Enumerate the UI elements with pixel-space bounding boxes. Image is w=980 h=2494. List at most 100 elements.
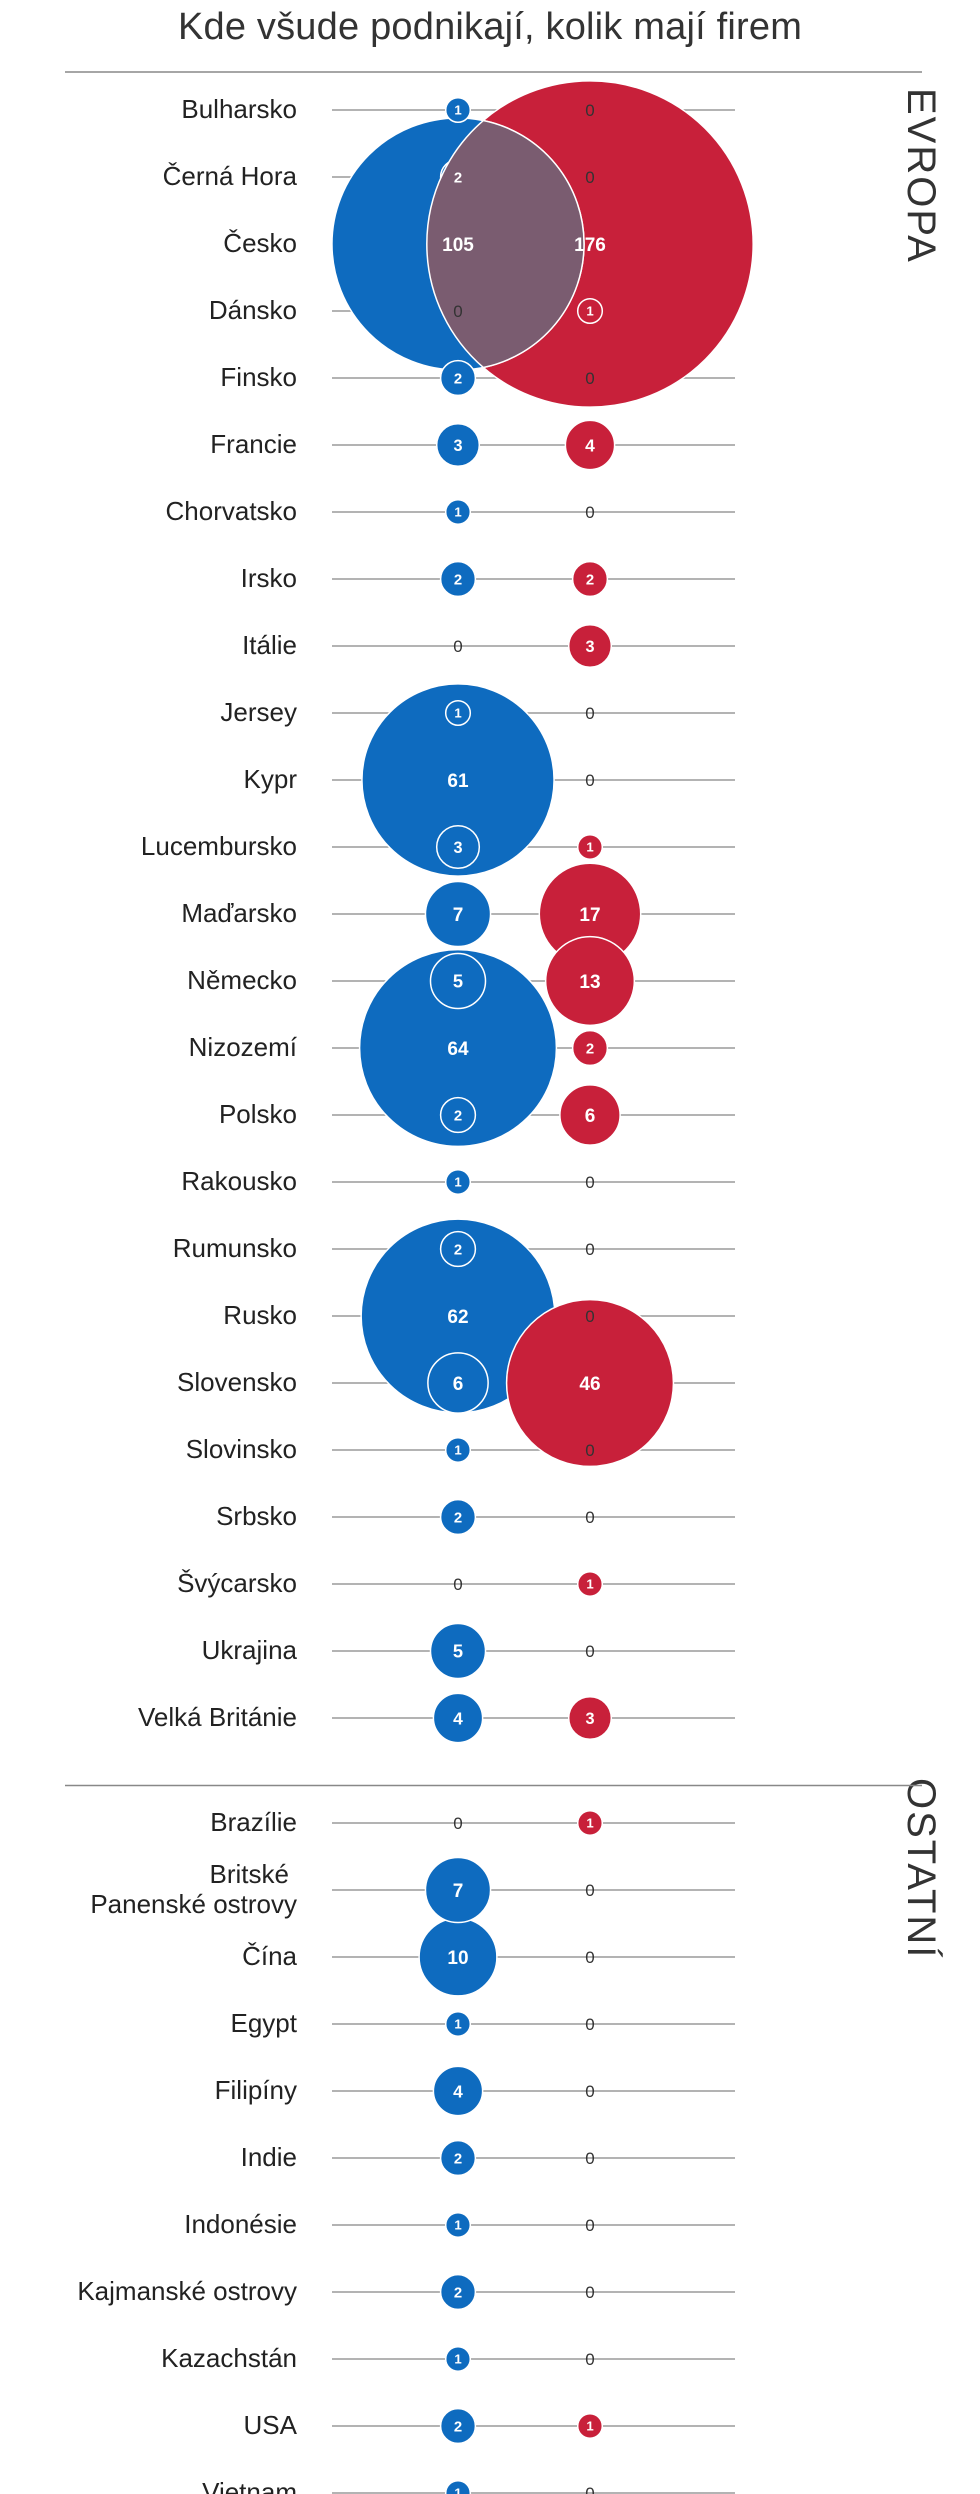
country-label: Vietnam — [202, 2477, 297, 2494]
country-label: Rakousko — [181, 1166, 297, 1196]
country-label: Srbsko — [216, 1501, 297, 1531]
data-label-series-a: 4 — [453, 1708, 463, 1728]
country-label: Čína — [242, 1941, 297, 1971]
data-label-series-b: 17 — [579, 905, 600, 926]
data-label-series-a: 7 — [453, 1881, 464, 1902]
bubble-series-a — [444, 498, 472, 526]
country-label: Indonésie — [184, 2209, 297, 2239]
data-label-series-a: 1 — [454, 505, 461, 520]
country-label: Brazílie — [210, 1807, 297, 1837]
bubble-series-a — [429, 952, 487, 1010]
data-label-series-b: 176 — [574, 235, 606, 256]
country-label: Nizozemí — [189, 1032, 298, 1062]
data-label-series-b: 0 — [585, 1307, 594, 1326]
country-label: Francie — [210, 429, 297, 459]
country-label: Kypr — [244, 764, 298, 794]
data-label-series-a: 1 — [454, 2017, 461, 2032]
country-label: Rumunsko — [173, 1233, 297, 1263]
data-label-series-b: 4 — [585, 435, 595, 455]
data-label-series-a: 5 — [453, 1641, 463, 1662]
bubble-series-b — [567, 623, 613, 669]
data-label-series-b: 0 — [585, 2216, 594, 2235]
country-label: Kajmanské ostrovy — [77, 2276, 297, 2306]
data-label-series-b: 0 — [585, 1881, 594, 1900]
data-label-series-a: 0 — [453, 1814, 462, 1833]
data-label-series-a: 62 — [447, 1307, 468, 1328]
bubble-series-a — [439, 2407, 477, 2445]
country-label: Lucembursko — [141, 831, 297, 861]
bubble-series-a — [439, 1096, 477, 1134]
data-label-series-b: 1 — [586, 840, 593, 855]
data-label-series-a: 7 — [453, 905, 464, 926]
country-label: Slovinsko — [186, 1434, 297, 1464]
bubble-series-a — [444, 1168, 472, 1196]
data-label-series-a: 1 — [454, 1443, 461, 1458]
data-label-series-a: 61 — [447, 771, 469, 792]
country-label: Filipíny — [215, 2075, 297, 2105]
bubble-series-b — [571, 560, 609, 598]
country-label: Kazachstán — [161, 2343, 297, 2373]
data-label-series-b: 46 — [579, 1374, 600, 1395]
data-label-series-a: 2 — [454, 371, 462, 387]
bubble-series-a — [444, 2479, 472, 2494]
data-label-series-a: 5 — [453, 971, 463, 992]
bubble-series-a — [432, 1692, 484, 1744]
data-label-series-b: 0 — [585, 704, 594, 723]
data-label-series-a: 10 — [447, 1948, 468, 1969]
bubble-series-b — [576, 1809, 604, 1837]
data-label-series-b: 0 — [585, 1173, 594, 1192]
country-label: Černá Hora — [163, 161, 298, 191]
data-label-series-b: 1 — [586, 1577, 593, 1592]
country-label: Irsko — [241, 563, 297, 593]
data-label-series-a: 6 — [453, 1374, 464, 1395]
chart-title: Kde všude podnikají, kolik mají firem — [177, 6, 803, 48]
bubble-series-a — [439, 1498, 477, 1536]
bubble-series-b — [576, 297, 604, 325]
bubble-series-b — [576, 1570, 604, 1598]
data-label-series-a: 1 — [454, 2486, 461, 2494]
data-label-series-b: 6 — [585, 1106, 596, 1127]
country-label: Finsko — [220, 362, 297, 392]
country-label: Egypt — [231, 2008, 298, 2038]
data-label-series-b: 0 — [585, 2082, 594, 2101]
bubble-series-a — [439, 2273, 477, 2311]
bubble-series-a — [429, 1622, 487, 1680]
country-label: Slovensko — [177, 1367, 297, 1397]
bubble-series-b — [505, 1298, 675, 1468]
data-label-series-a: 4 — [453, 2081, 463, 2101]
bubble-series-a — [439, 359, 477, 397]
data-label-series-b: 13 — [579, 972, 600, 993]
data-label-series-b: 0 — [585, 1948, 594, 1967]
data-label-series-b: 0 — [585, 1240, 594, 1259]
data-label-series-a: 64 — [447, 1039, 469, 1060]
country-label: Indie — [241, 2142, 297, 2172]
data-label-series-b: 1 — [586, 304, 593, 319]
bubble-series-b — [564, 419, 616, 471]
data-label-series-a: 3 — [453, 437, 462, 455]
data-label-series-b: 0 — [585, 2015, 594, 2034]
data-label-series-b: 2 — [586, 572, 594, 588]
data-label-series-a: 2 — [454, 1242, 462, 1258]
data-label-series-b: 0 — [585, 2149, 594, 2168]
country-label: Švýcarsko — [177, 1568, 297, 1598]
bubble-series-a — [439, 2139, 477, 2177]
data-label-series-b: 3 — [585, 638, 594, 656]
bubble-series-b — [544, 935, 636, 1027]
bubble-series-b — [559, 1084, 621, 1146]
bubble-overlap — [426, 119, 585, 369]
data-label-series-b: 0 — [585, 168, 594, 187]
country-label: Česko — [223, 228, 297, 258]
data-label-series-b: 0 — [585, 101, 594, 120]
bubble-series-b — [571, 1029, 609, 1067]
data-label-series-a: 0 — [453, 1575, 462, 1594]
country-label: Německo — [187, 965, 297, 995]
country-label: Bulharsko — [181, 94, 297, 124]
bubble-series-b — [576, 2412, 604, 2440]
data-label-series-b: 0 — [585, 369, 594, 388]
data-label-series-a: 2 — [454, 2151, 462, 2167]
bubble-series-a — [444, 2345, 472, 2373]
bubble-series-b — [567, 1695, 613, 1741]
bubble-series-a — [444, 1436, 472, 1464]
data-label-series-a: 105 — [442, 235, 474, 256]
